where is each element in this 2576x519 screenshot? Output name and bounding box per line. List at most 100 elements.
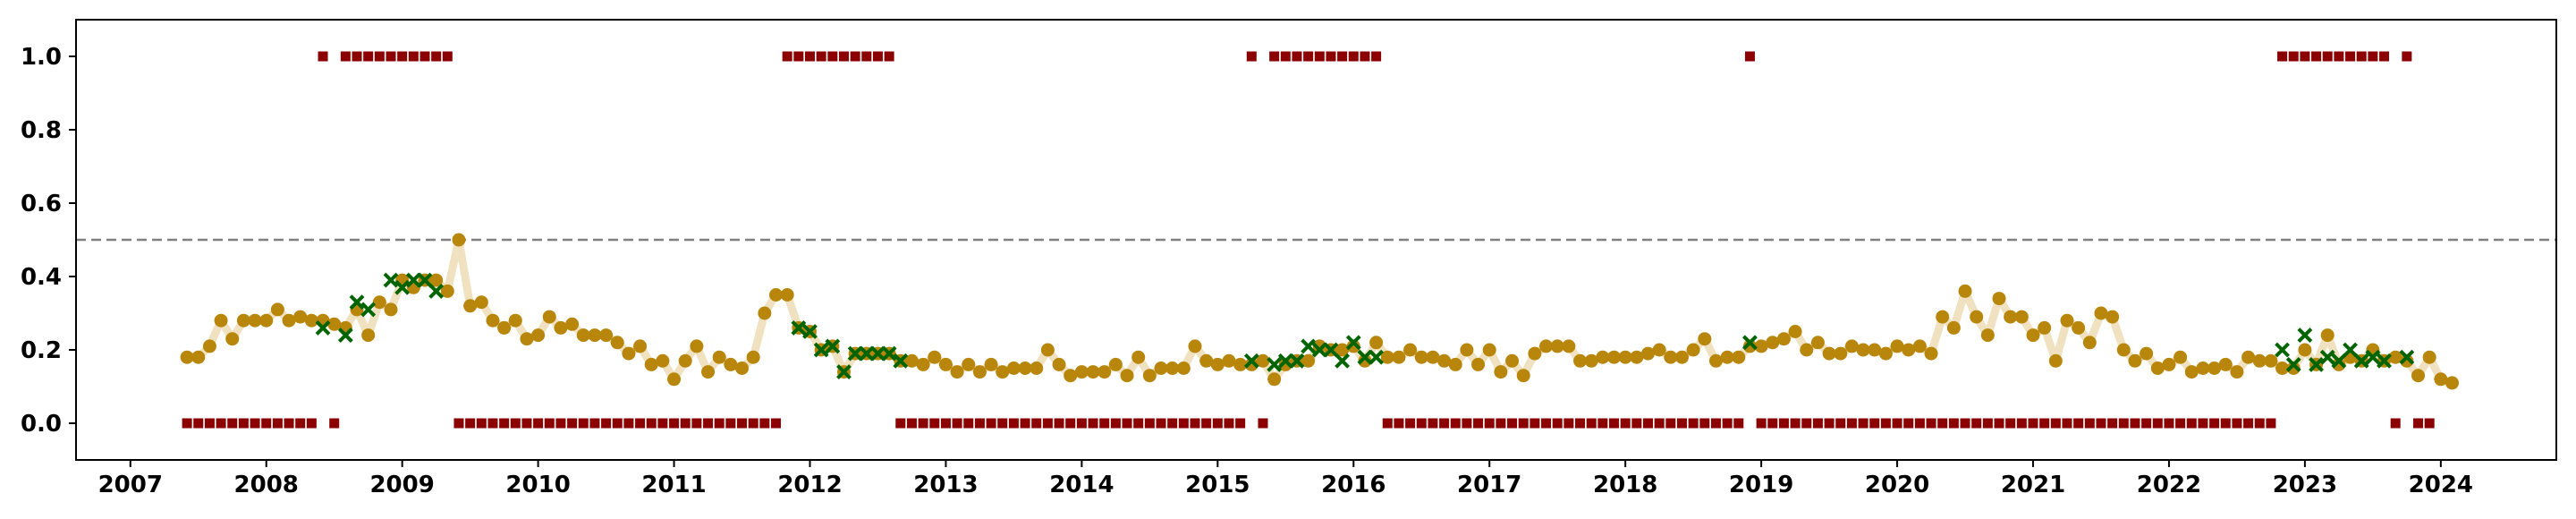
- square-point: [1133, 418, 1144, 429]
- x-tick-label: 2021: [2001, 472, 2065, 498]
- square-point: [1201, 418, 1212, 429]
- square-point: [1994, 418, 2004, 429]
- square-point: [589, 418, 600, 429]
- y-tick-label: 0.6: [21, 191, 62, 217]
- circle-point: [1403, 343, 1418, 357]
- circle-point: [1040, 343, 1055, 357]
- circle-point: [769, 288, 784, 302]
- x-tick-label: 2008: [234, 472, 299, 498]
- square-point: [1903, 418, 1914, 429]
- square-point: [1937, 418, 1948, 429]
- square-point: [1586, 418, 1597, 429]
- square-point: [521, 418, 532, 429]
- square-point: [1801, 418, 1812, 429]
- circle-point: [2048, 353, 2063, 368]
- circle-point: [1720, 350, 1734, 364]
- square-point: [1360, 51, 1370, 62]
- square-point: [895, 418, 906, 429]
- square-point: [1926, 418, 1936, 429]
- square-point: [2107, 418, 2118, 429]
- circle-point: [1754, 339, 1768, 353]
- circle-point: [1346, 339, 1360, 353]
- square-point: [1530, 418, 1540, 429]
- circle-point: [1494, 365, 1508, 379]
- circle-point: [2026, 328, 2040, 343]
- circle-point: [2162, 357, 2176, 371]
- square-point: [669, 418, 680, 429]
- square-point: [431, 51, 442, 62]
- square-point: [2164, 418, 2174, 429]
- cross-point: [2353, 353, 2369, 369]
- circle-point: [758, 306, 772, 320]
- square-point: [1416, 418, 1427, 429]
- circle-point: [2241, 350, 2256, 364]
- x-tick-label: 2017: [1457, 472, 1521, 498]
- circle-point: [531, 328, 546, 343]
- square-point: [318, 51, 328, 62]
- circle-point: [2332, 357, 2346, 371]
- square-point: [1676, 418, 1687, 429]
- square-point: [1948, 418, 1959, 429]
- square-point: [1042, 418, 1053, 429]
- cross-point: [2297, 328, 2313, 344]
- circle-point: [1233, 357, 1248, 371]
- circle-point: [690, 339, 704, 353]
- circle-point: [1674, 350, 1689, 364]
- circle-point: [2411, 369, 2426, 383]
- square-point: [2050, 418, 2061, 429]
- square-point: [1710, 418, 1721, 429]
- square-point: [2005, 418, 2016, 429]
- x-tick-label: 2022: [2137, 472, 2201, 498]
- square-point: [1280, 51, 1291, 62]
- square-point: [861, 51, 872, 62]
- cross-point: [1267, 356, 1283, 372]
- circle-point: [1471, 357, 1486, 371]
- circle-point: [2388, 350, 2402, 364]
- circle-point: [1516, 369, 1530, 383]
- circle-point: [588, 328, 602, 343]
- cross-point: [428, 283, 445, 299]
- square-point: [1575, 418, 1586, 429]
- cross-point: [2399, 349, 2415, 365]
- square-point: [997, 418, 1008, 429]
- square-point: [2096, 418, 2106, 429]
- circle-point: [1732, 350, 1746, 364]
- circle-point: [327, 317, 342, 331]
- circle-point: [1108, 357, 1123, 371]
- square-point: [782, 51, 792, 62]
- cross-point: [417, 272, 433, 288]
- square-point: [1462, 418, 1472, 429]
- cross-point: [1277, 353, 1293, 369]
- square-point: [1292, 51, 1302, 62]
- circle-point: [644, 357, 658, 371]
- circle-point: [1776, 332, 1791, 346]
- circle-point: [180, 350, 194, 364]
- circle-point: [1165, 362, 1180, 375]
- square-point: [1212, 418, 1223, 429]
- square-point: [2322, 51, 2333, 62]
- circle-point: [1505, 353, 1520, 368]
- circle-point: [1460, 343, 1474, 357]
- circle-point: [984, 357, 998, 371]
- circle-point: [701, 365, 716, 379]
- y-tick-label: 0.2: [21, 337, 62, 364]
- square-point: [2209, 418, 2220, 429]
- circle-point: [1912, 339, 1927, 353]
- square-point: [476, 418, 487, 429]
- square-point: [1620, 418, 1631, 429]
- square-point: [1484, 418, 1495, 429]
- cross-point: [383, 272, 399, 288]
- circle-point: [1878, 346, 1893, 361]
- circle-point: [1550, 339, 1564, 353]
- circle-point: [191, 350, 206, 364]
- circle-point: [1312, 339, 1326, 353]
- cross-point: [2319, 349, 2335, 365]
- circle-point: [1844, 339, 1859, 353]
- circle-point: [1562, 339, 1576, 353]
- circle-point: [1766, 336, 1780, 350]
- cross-point: [836, 364, 852, 380]
- circle-point: [282, 313, 296, 328]
- cross-point: [802, 324, 818, 339]
- square-point: [1258, 418, 1268, 429]
- circle-point: [1946, 320, 1961, 335]
